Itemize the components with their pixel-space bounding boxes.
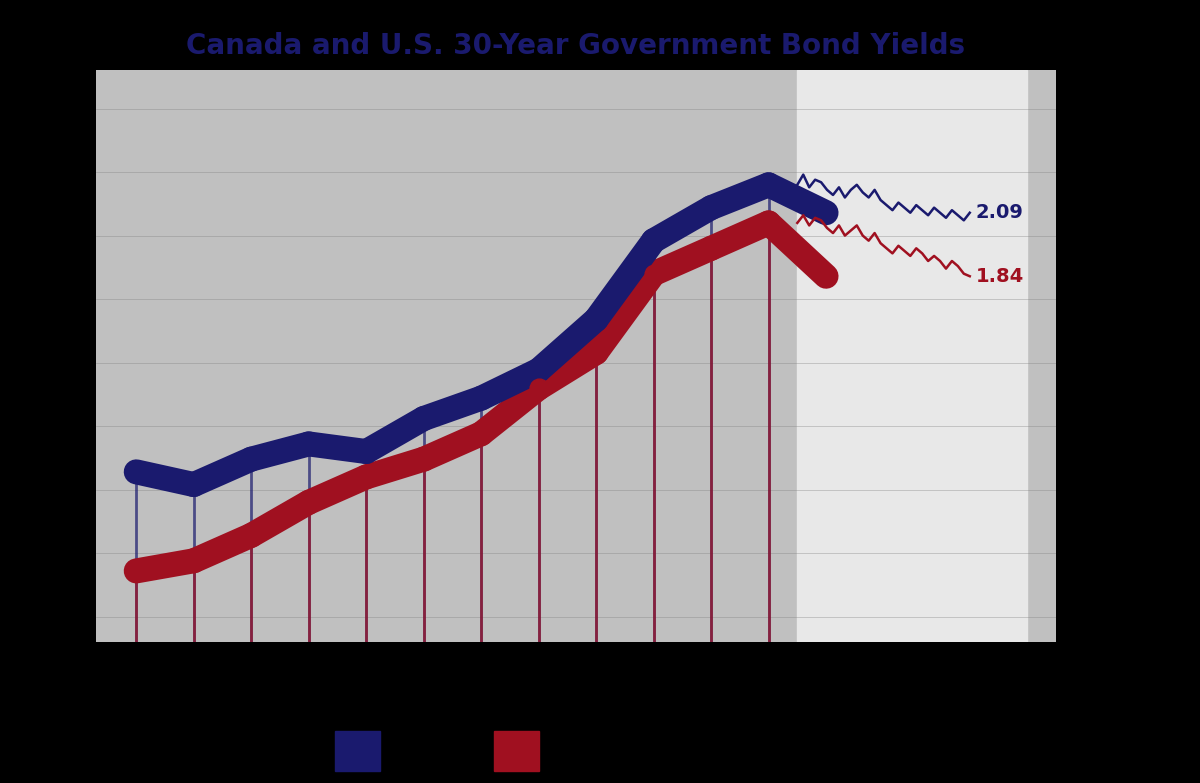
Text: Sources: Bank of Canada; U.S. Federal Reserve.: Sources: Bank of Canada; U.S. Federal Re… [790, 767, 1056, 778]
Title: Canada and U.S. 30-Year Government Bond Yields: Canada and U.S. 30-Year Government Bond … [186, 32, 966, 60]
Legend: Canada, U.S.: Canada, U.S. [335, 731, 587, 770]
Text: 2.09: 2.09 [976, 204, 1024, 222]
Text: 1.84: 1.84 [976, 267, 1024, 286]
Bar [797, 70, 1027, 642]
